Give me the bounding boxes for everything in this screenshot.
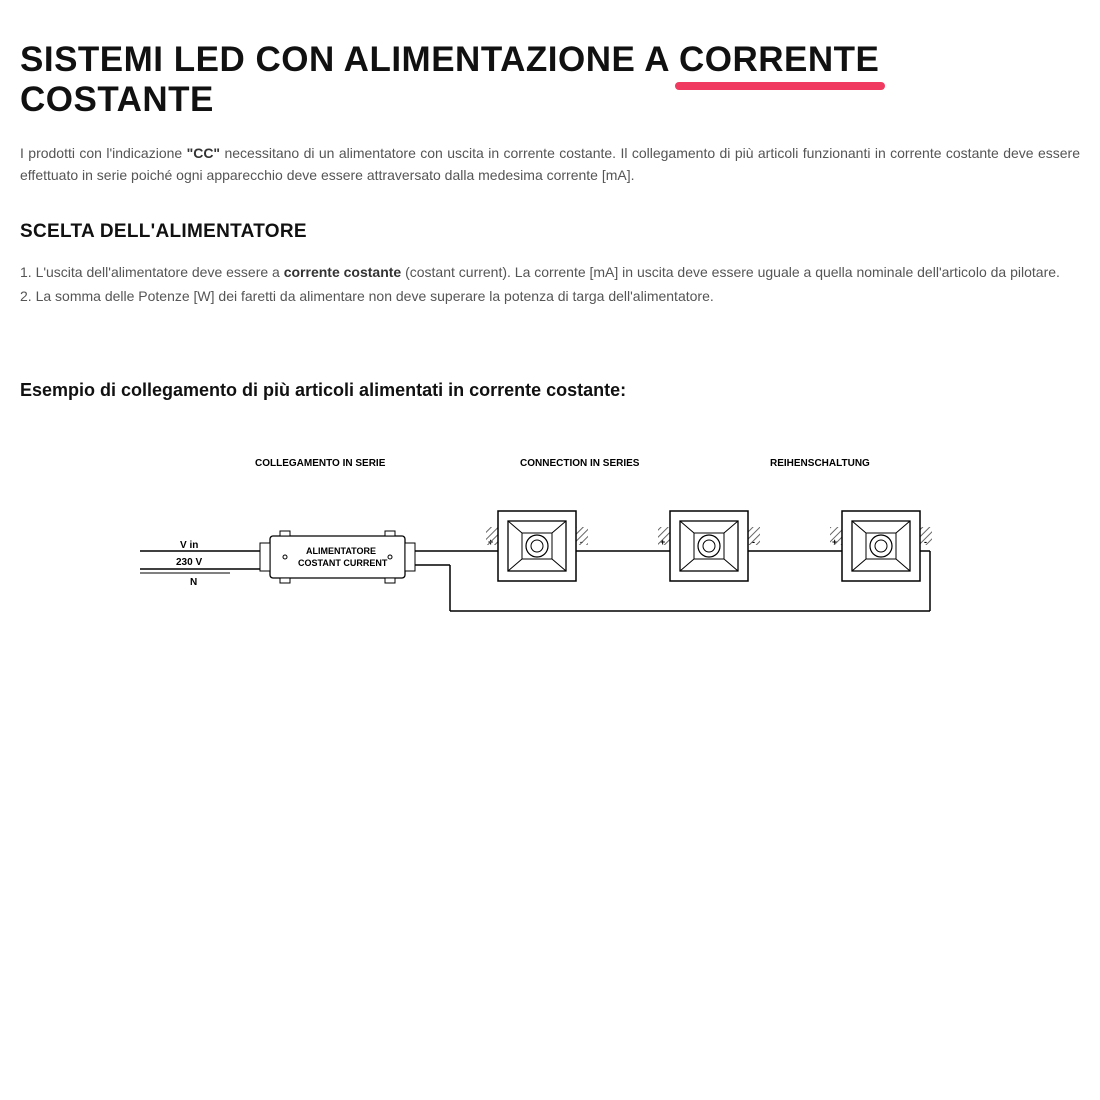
- fixture-1: [486, 511, 588, 581]
- intro-bold: "CC": [187, 145, 221, 161]
- page-title: SISTEMI LED CON ALIMENTAZIONE A CORRENTE…: [20, 40, 1080, 120]
- list-item-1: 1. L'uscita dell'alimentatore deve esser…: [20, 261, 1080, 285]
- driver-label-1: ALIMENTATORE: [306, 546, 376, 556]
- list-item-2: 2. La somma delle Potenze [W] dei farett…: [20, 285, 1080, 309]
- intro-part1: I prodotti con l'indicazione: [20, 145, 187, 161]
- title-pre: SISTEMI LED CON ALIMENTAZIONE A: [20, 40, 679, 79]
- fixture-2: [658, 511, 760, 581]
- label-reihen: REIHENSCHALTUNG: [770, 458, 870, 469]
- example-heading: Esempio di collegamento di più articoli …: [20, 380, 1080, 401]
- fixture-3: [830, 511, 932, 581]
- driver-label-2: COSTANT CURRENT: [298, 558, 388, 568]
- label-n: N: [190, 577, 197, 588]
- intro-paragraph: I prodotti con l'indicazione "CC" necess…: [20, 142, 1080, 187]
- section-heading: SCELTA DELL'ALIMENTATORE: [20, 221, 1080, 243]
- list-block: 1. L'uscita dell'alimentatore deve esser…: [20, 261, 1080, 309]
- title-underlined: CORRENTE: [679, 40, 879, 80]
- driver-box: ALIMENTATORE COSTANT CURRENT: [260, 531, 415, 583]
- label-vin: V in: [180, 540, 198, 551]
- label-collegamento: COLLEGAMENTO IN SERIE: [255, 458, 386, 469]
- label-connection: CONNECTION IN SERIES: [520, 458, 640, 469]
- label-230v: 230 V: [176, 557, 202, 568]
- wiring-diagram: COLLEGAMENTO IN SERIE CONNECTION IN SERI…: [20, 441, 1080, 661]
- title-post: COSTANTE: [20, 80, 214, 119]
